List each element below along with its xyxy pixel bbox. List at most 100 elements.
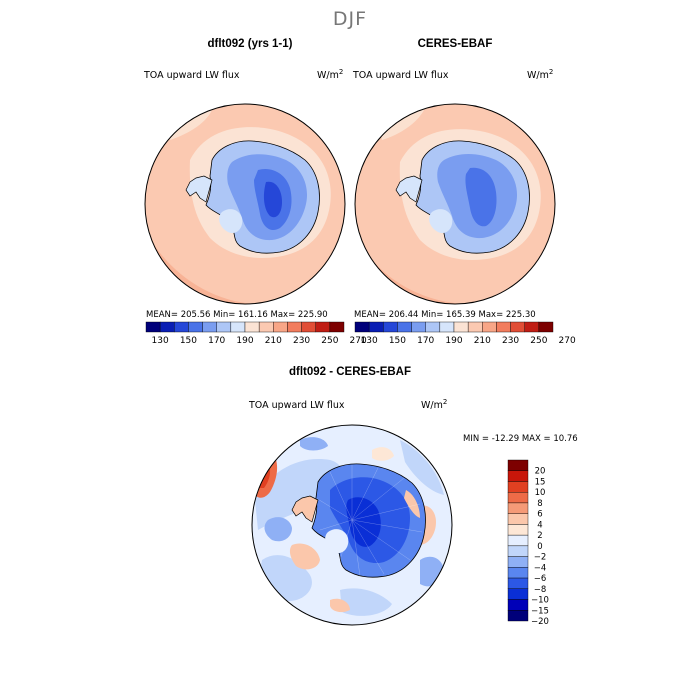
colorbar-1-tick-label: 170	[208, 336, 225, 346]
map-2-peninsula	[395, 175, 423, 203]
panel-1-units: W/m2	[317, 68, 344, 82]
map-3-hatching	[315, 465, 423, 577]
colorbar-1-tick-label: 270	[350, 336, 367, 346]
panel-1-stats: MEAN= 205.56 Min= 161.16 Max= 225.90	[146, 310, 328, 320]
map-3-light-blue-3	[340, 588, 392, 616]
map-3	[252, 425, 452, 625]
map-3-light-blue-4	[400, 440, 444, 495]
map-3-warm-1	[289, 543, 320, 570]
panel-3-stats: MIN = -12.29 MAX = 10.76	[463, 434, 578, 444]
colorbar-2-swatch	[411, 321, 426, 333]
colorbar-3-tick-label: −15	[531, 606, 549, 616]
colorbar-2-swatch	[482, 321, 497, 333]
colorbar-3-swatch	[507, 556, 529, 568]
colorbar-1-tick-label: 210	[265, 336, 282, 346]
colorbar-3-swatch	[507, 470, 529, 482]
map-3-warm-3	[372, 447, 394, 461]
colorbar-2-swatch	[439, 321, 455, 333]
colorbar-3-tick-label: 6	[537, 510, 542, 520]
colorbar-1: 130 150 170 190 210 230 250 270	[145, 321, 367, 346]
map-1-peninsula	[185, 175, 213, 203]
panel-2-stats: MEAN= 206.44 Min= 165.39 Max= 225.30	[354, 310, 536, 320]
colorbar-1-swatch	[188, 321, 203, 333]
map-3-continent-warm-edge	[404, 490, 420, 518]
colorbar-2-tick-label: 130	[361, 336, 378, 346]
colorbar-3-tick-label: −8	[534, 585, 547, 595]
colorbar-3-tick-label: 4	[537, 520, 542, 530]
colorbar-2-tick-label: 150	[389, 336, 406, 346]
colorbar-1-swatch	[329, 321, 345, 333]
map-2-border	[354, 103, 556, 305]
colorbar-2-swatch	[510, 321, 525, 333]
panel-3-title: dflt092 - CERES-EBAF	[288, 366, 412, 378]
colorbar-3-tick-label: −20	[531, 617, 549, 627]
colorbar-1-swatch	[230, 321, 246, 333]
colorbar-1-swatch	[174, 321, 189, 333]
colorbar-2-swatch	[496, 321, 511, 333]
colorbar-3-swatch	[507, 481, 529, 493]
map-3-light-blue-1	[255, 459, 343, 530]
map-3-ross	[325, 529, 349, 554]
colorbar-3-tick-label: 15	[535, 477, 546, 487]
colorbar-1-swatch	[301, 321, 316, 333]
colorbar-3-swatch	[507, 502, 529, 514]
season-title: DJF	[332, 8, 368, 30]
colorbar-2-tick-label: 170	[417, 336, 434, 346]
map-2-contour-160	[465, 167, 497, 227]
colorbar-3-tick-label: 10	[535, 488, 546, 498]
colorbar-2-tick-label: 190	[445, 336, 462, 346]
colorbar-1-swatch	[159, 321, 175, 333]
colorbar-1-swatch	[287, 321, 302, 333]
panel-1-variable: TOA upward LW flux	[144, 70, 240, 81]
colorbar-3-swatch	[507, 577, 529, 589]
colorbar-2: 130 150 170 190 210 230 250 270	[354, 321, 576, 346]
colorbar-2-swatch	[524, 321, 540, 333]
colorbar-3-swatch	[507, 534, 529, 547]
colorbar-2-swatch	[453, 321, 469, 333]
colorbar-3-swatch	[507, 492, 529, 504]
colorbar-3-swatch	[507, 545, 529, 557]
colorbar-3-tick-label: 2	[537, 531, 542, 541]
colorbar-2-swatch	[467, 321, 483, 333]
colorbar-3-tick-label: 0	[537, 542, 542, 552]
colorbar-3-swatch	[507, 513, 529, 525]
map-1-ross-ice	[219, 209, 243, 234]
colorbar-3-tick-label: 20	[535, 467, 546, 477]
colorbar-1-tick-label: 190	[236, 336, 253, 346]
colorbar-3-swatch	[507, 599, 529, 611]
map-3-blue-1	[264, 517, 292, 542]
panel-3-variable: TOA upward LW flux	[249, 400, 345, 411]
colorbar-3-swatch	[507, 567, 529, 579]
colorbar-2-tick-label: 230	[502, 336, 519, 346]
colorbar-3-swatch	[507, 610, 529, 622]
colorbar-3-tick-label: 8	[537, 499, 542, 509]
colorbar-2-tick-label: 250	[530, 336, 547, 346]
colorbar-2-swatch	[397, 321, 412, 333]
colorbar-1-tick-label: 130	[152, 336, 169, 346]
colorbar-1-swatch	[244, 321, 260, 333]
colorbar-1-tick-label: 250	[321, 336, 338, 346]
colorbar-2-tick-label: 270	[559, 336, 576, 346]
map-2-ross-ice	[429, 209, 453, 234]
colorbar-3-tick-label: −4	[534, 563, 547, 573]
map-1-contour-150	[263, 181, 282, 218]
colorbar-2-swatch	[425, 321, 441, 333]
map-3-warm-4	[330, 598, 350, 613]
colorbar-3-tick-label: −6	[534, 574, 547, 584]
panel-2-variable: TOA upward LW flux	[353, 70, 449, 81]
map-3-border	[251, 424, 453, 626]
colorbar-1-tick-label: 230	[293, 336, 310, 346]
colorbar-2-swatch	[383, 321, 398, 333]
colorbar-1-tick-label: 150	[180, 336, 197, 346]
colorbar-2-swatch	[354, 321, 370, 333]
panel-2-units: W/m2	[527, 68, 554, 82]
map-3-peninsula	[291, 495, 319, 523]
colorbar-3-tick-label: −10	[531, 596, 549, 606]
colorbar-1-swatch	[315, 321, 331, 333]
colorbar-3-swatch	[507, 524, 529, 536]
colorbar-2-swatch	[538, 321, 554, 333]
colorbar-1-swatch	[258, 321, 274, 333]
